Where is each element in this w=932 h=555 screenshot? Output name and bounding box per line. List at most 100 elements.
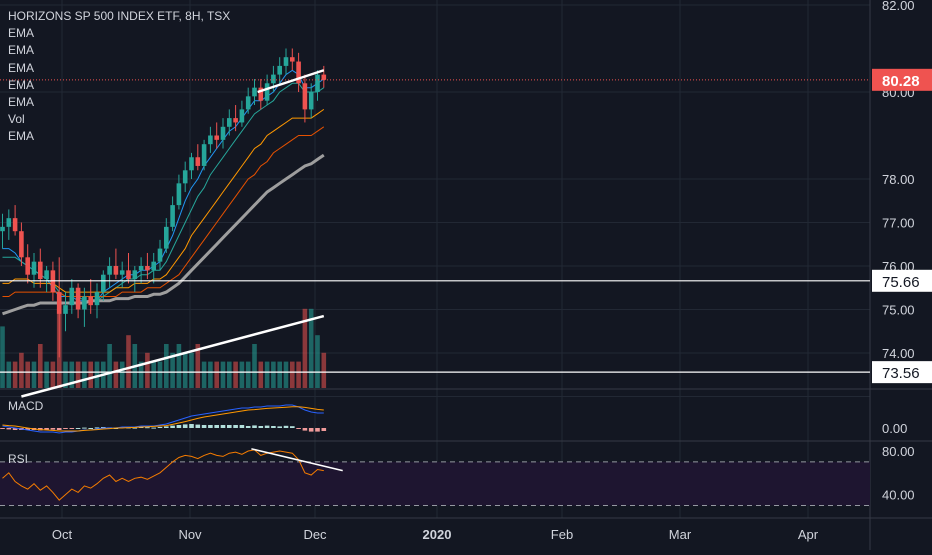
candle-body[interactable]: [170, 205, 175, 227]
legend-ema-2[interactable]: EMA: [8, 43, 35, 58]
last-price-label: 80.28: [882, 73, 920, 90]
volume-bar: [321, 352, 327, 388]
rsi-label[interactable]: RSI: [8, 452, 29, 466]
volume-bar: [283, 361, 289, 388]
volume-bar: [195, 344, 201, 388]
candle-body[interactable]: [119, 270, 125, 275]
candle-body[interactable]: [227, 118, 232, 127]
rsi-trendline[interactable]: [251, 448, 343, 472]
trendline-upper[interactable]: [257, 69, 325, 94]
candle-body[interactable]: [88, 296, 93, 306]
candle-body[interactable]: [157, 248, 163, 262]
ema-lines: [2, 69, 325, 316]
candle-body[interactable]: [277, 65, 282, 75]
time-axis[interactable]: Oct Nov Dec 2020 Feb Mar Apr: [52, 527, 819, 542]
rsi-tick-label: 40.00: [882, 488, 915, 503]
macd-pane: [0, 404, 327, 434]
candle-body[interactable]: [0, 226, 5, 232]
price-tick-label: 77.00: [882, 216, 915, 231]
volume-bar: [38, 344, 43, 388]
candle-body[interactable]: [258, 87, 264, 101]
candle-body[interactable]: [82, 296, 87, 310]
candle-body[interactable]: [220, 126, 226, 140]
volume-bar: [126, 335, 131, 388]
volume-bar: [88, 361, 93, 388]
signal-line: [2, 406, 324, 432]
price-axis[interactable]: 74.0075.0076.0077.0078.0080.0082.0075.66…: [872, 0, 932, 503]
volume-bar: [44, 361, 49, 388]
horizontal-levels[interactable]: [0, 79, 870, 373]
candle-body[interactable]: [290, 57, 295, 62]
candle-body[interactable]: [132, 270, 138, 280]
candle-body[interactable]: [214, 135, 219, 140]
candle-body[interactable]: [164, 226, 169, 249]
candle-body[interactable]: [113, 266, 119, 275]
macd-histogram-bar: [176, 425, 182, 428]
legend-vol[interactable]: Vol: [8, 112, 25, 127]
legend-ema-5[interactable]: EMA: [8, 95, 35, 110]
candle-body[interactable]: [31, 261, 37, 275]
candle-body[interactable]: [25, 257, 30, 275]
candle-body[interactable]: [245, 96, 251, 110]
time-tick-label: Nov: [178, 527, 202, 542]
candle-body[interactable]: [75, 287, 81, 310]
candle-body[interactable]: [126, 270, 131, 280]
volume-bar: [164, 344, 169, 388]
candle-body[interactable]: [63, 305, 68, 314]
candle-body[interactable]: [69, 287, 75, 306]
candle-body[interactable]: [315, 74, 320, 92]
volume-bar: [119, 361, 125, 388]
candle-body[interactable]: [145, 266, 150, 271]
candle-body[interactable]: [302, 83, 308, 110]
macd-histogram-bar: [164, 426, 169, 428]
candle-body[interactable]: [138, 266, 144, 271]
time-tick-label: Feb: [551, 527, 573, 542]
candle-body[interactable]: [56, 292, 62, 314]
legend-ema-6[interactable]: EMA: [8, 129, 35, 144]
volume-bar: [277, 361, 282, 388]
legend-ema-4[interactable]: EMA: [8, 77, 35, 92]
candle-body[interactable]: [189, 157, 194, 171]
candle-body[interactable]: [101, 274, 106, 293]
time-tick-label: Dec: [303, 527, 327, 542]
candle-body[interactable]: [264, 83, 270, 101]
candle-body[interactable]: [107, 266, 112, 275]
candle-body[interactable]: [283, 57, 289, 66]
candle-body[interactable]: [233, 118, 238, 123]
candle-body[interactable]: [182, 170, 188, 184]
candle-body[interactable]: [94, 292, 100, 306]
candle-body[interactable]: [195, 157, 201, 166]
candle-body[interactable]: [19, 231, 24, 258]
candle-body[interactable]: [271, 74, 276, 84]
time-tick-label: Mar: [669, 527, 692, 542]
volume-bar: [63, 361, 68, 388]
candle-body[interactable]: [176, 183, 182, 206]
candle-body[interactable]: [252, 87, 257, 97]
candle-body[interactable]: [321, 74, 327, 80]
legend-ema-3[interactable]: EMA: [8, 60, 35, 75]
macd-histogram-bar: [0, 428, 5, 429]
candle-body[interactable]: [38, 261, 43, 280]
candle-body[interactable]: [296, 61, 301, 84]
candle-body[interactable]: [12, 218, 18, 232]
candle-body[interactable]: [44, 270, 49, 280]
candle-body[interactable]: [6, 218, 12, 227]
candle-body[interactable]: [308, 92, 314, 110]
legend-ema-1[interactable]: EMA: [8, 26, 35, 41]
candle-body[interactable]: [151, 261, 156, 271]
volume-bar: [308, 308, 314, 388]
symbol-title[interactable]: HORIZONS SP 500 INDEX ETF, 8H, TSX: [8, 9, 231, 23]
candle-body[interactable]: [239, 109, 245, 123]
candle-body[interactable]: [201, 144, 207, 166]
trendlines[interactable]: [21, 69, 325, 398]
macd-label[interactable]: MACD: [8, 399, 44, 413]
candle-body[interactable]: [208, 135, 213, 145]
macd-histogram-bar: [220, 425, 226, 428]
volume-bar: [208, 361, 213, 388]
volume-bar: [25, 361, 30, 388]
trendline-volume[interactable]: [21, 314, 325, 398]
volume-bar: [302, 308, 308, 388]
